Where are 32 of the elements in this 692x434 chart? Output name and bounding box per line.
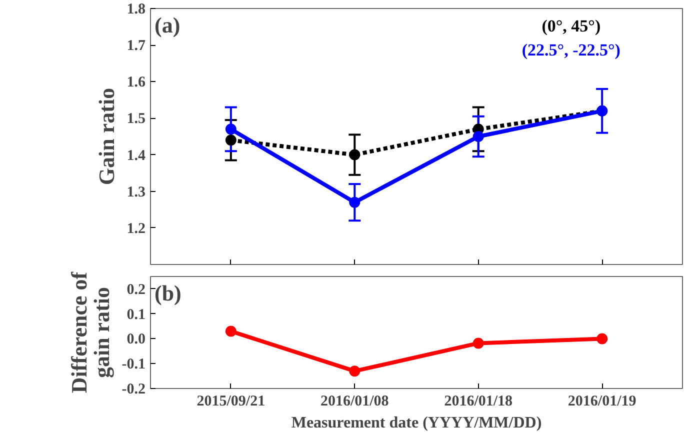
- y-tick-label: -0.1: [122, 356, 146, 373]
- point: [596, 333, 608, 344]
- y-tick-label: 1.2: [126, 220, 146, 237]
- point: [472, 131, 484, 142]
- point: [472, 338, 484, 349]
- point: [225, 134, 236, 146]
- x-tick-label: 2016/01/18: [444, 394, 513, 410]
- text: (22.5°, -22.5°): [522, 40, 620, 60]
- y-tick-label: 1.5: [126, 111, 146, 128]
- y-tick-label: -0.2: [122, 382, 146, 398]
- annotation: (b): [154, 280, 182, 306]
- point: [349, 149, 360, 160]
- y-tick-label: 1.8: [126, 2, 146, 18]
- point: [225, 326, 236, 337]
- x-tick-label: 2015/09/21: [196, 394, 266, 410]
- y-tick-label: 0.0: [126, 332, 146, 348]
- y-tick-label: 0.2: [126, 282, 146, 298]
- y-tick-label: 0.1: [126, 306, 146, 323]
- x-tick-label: 2016/01/08: [320, 394, 389, 410]
- point: [349, 366, 360, 377]
- text: (0°, 45°): [542, 16, 601, 36]
- point: [349, 196, 360, 208]
- y-tick-label: 1.7: [126, 38, 146, 54]
- x-axis-title: Measurement date (YYYY/MM/DD): [291, 414, 542, 432]
- y-tick-label: 1.4: [126, 148, 146, 164]
- annotation: (a): [154, 12, 180, 38]
- point: [225, 124, 236, 135]
- y-tick-label: 1.3: [126, 184, 146, 200]
- y-axis-title: Gain ratio: [94, 88, 119, 186]
- x-tick-label: 2016/01/19: [568, 394, 636, 410]
- y-tick-label: 1.6: [126, 74, 146, 91]
- y-axis-title: Difference of gain ratio: [66, 271, 114, 394]
